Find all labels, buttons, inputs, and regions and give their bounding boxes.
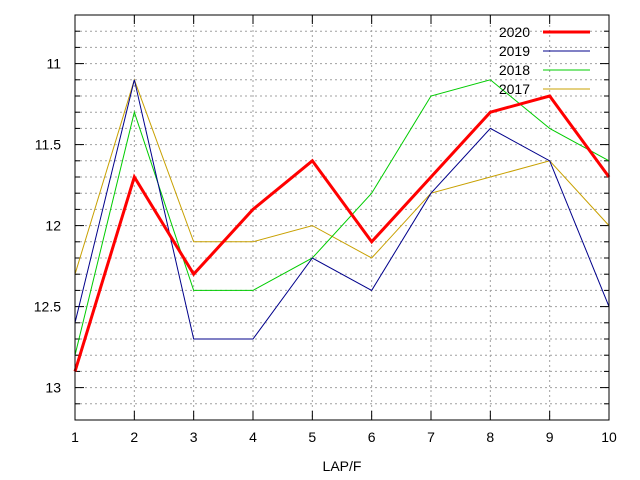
series-line-2018 (74, 79, 610, 356)
y-tick-label: 13 (45, 380, 61, 396)
legend: 2020 2019 2018 2017 (499, 24, 590, 97)
legend-label-2019: 2019 (499, 43, 530, 59)
x-tick-label: 4 (249, 429, 257, 445)
series-line-2019 (74, 79, 610, 340)
x-axis-label: LAP/F (323, 458, 362, 474)
plot-frame (74, 14, 610, 421)
x-tick-label: 6 (368, 429, 376, 445)
series-line-2020 (73, 94, 611, 372)
y-tick-label: 12 (45, 218, 61, 234)
x-tick-label: 7 (427, 429, 435, 445)
x-tick-label: 8 (486, 429, 494, 445)
x-tick-label: 2 (130, 429, 138, 445)
y-tick-label: 11.5 (35, 137, 61, 153)
legend-label-2017: 2017 (499, 81, 530, 97)
y-tick-label: 12.5 (34, 299, 61, 315)
x-tick-label: 1 (71, 429, 79, 445)
series-lines (73, 78, 611, 372)
series-line-2017 (74, 78, 610, 275)
x-tick-label: 9 (546, 429, 554, 445)
x-tick-label: 3 (190, 429, 198, 445)
legend-label-2018: 2018 (499, 62, 530, 78)
x-tick-label: 5 (308, 429, 316, 445)
x-tick-label: 10 (601, 429, 617, 445)
y-tick-label: 11 (46, 56, 61, 72)
legend-label-2020: 2020 (499, 24, 530, 40)
